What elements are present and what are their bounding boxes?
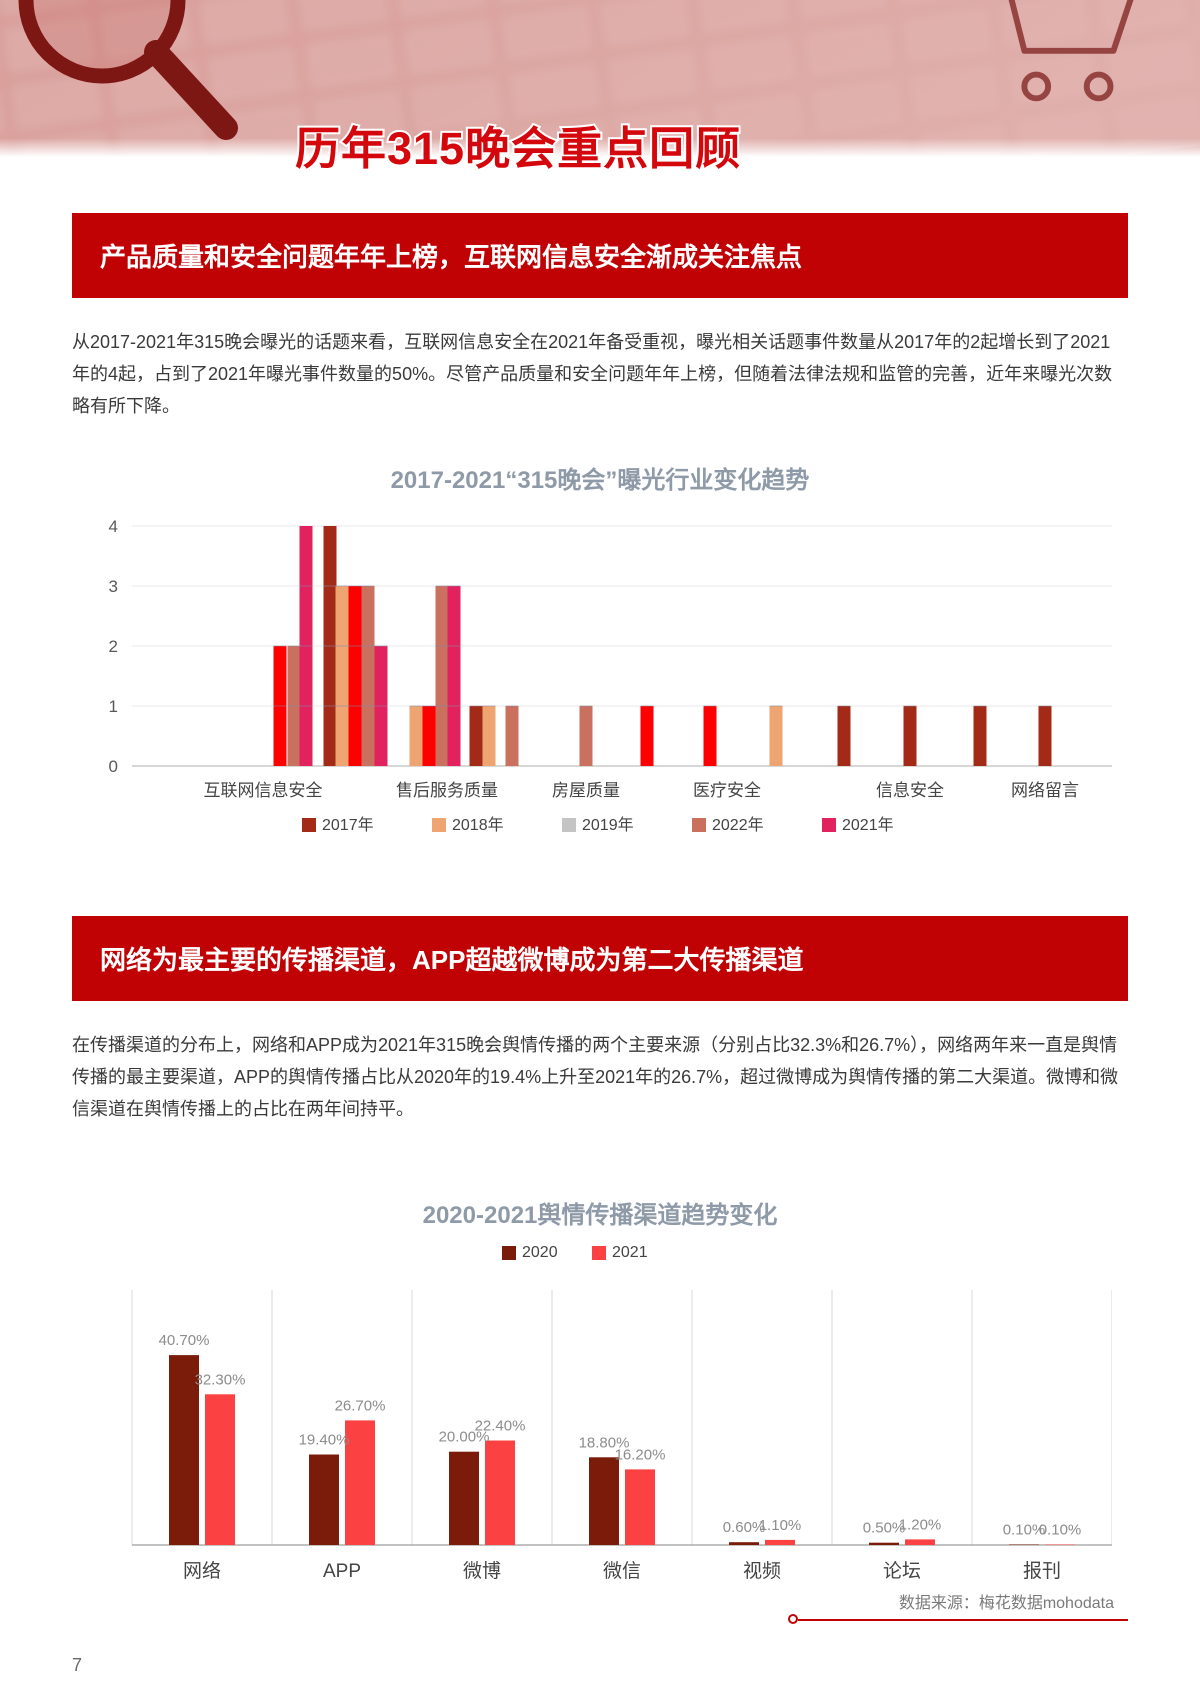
svg-text:报刊: 报刊 [1023,1560,1061,1581]
svg-text:3: 3 [109,577,118,596]
svg-text:视频: 视频 [743,1560,781,1581]
svg-text:22.40%: 22.40% [475,1418,526,1435]
svg-text:互联网信息安全: 互联网信息安全 [204,781,323,800]
svg-text:医疗安全: 医疗安全 [693,781,761,800]
svg-text:2021年: 2021年 [842,816,894,834]
svg-text:26.70%: 26.70% [335,1397,386,1414]
svg-text:1.20%: 1.20% [899,1516,942,1533]
svg-text:40.70%: 40.70% [159,1332,210,1349]
svg-text:2020: 2020 [522,1244,558,1261]
svg-text:房屋质量: 房屋质量 [552,781,620,800]
svg-text:0.10%: 0.10% [1039,1522,1082,1539]
svg-text:2019年: 2019年 [582,816,634,834]
svg-text:1.10%: 1.10% [759,1517,802,1534]
svg-text:19.40%: 19.40% [299,1432,350,1449]
svg-text:APP: APP [323,1561,361,1581]
svg-text:1: 1 [109,697,118,716]
svg-text:信息安全: 信息安全 [876,781,944,800]
svg-text:论坛: 论坛 [883,1560,921,1581]
svg-text:网络: 网络 [183,1560,221,1581]
svg-text:微信: 微信 [603,1560,641,1581]
svg-text:2: 2 [109,637,118,656]
svg-text:16.20%: 16.20% [615,1446,666,1463]
svg-text:微博: 微博 [463,1560,501,1581]
svg-text:2021: 2021 [612,1244,648,1261]
svg-text:2018年: 2018年 [452,816,504,834]
svg-text:2017年: 2017年 [322,816,374,834]
svg-text:2022年: 2022年 [712,816,764,834]
svg-text:网络留言: 网络留言 [1011,781,1079,800]
svg-text:售后服务质量: 售后服务质量 [396,781,498,800]
svg-text:4: 4 [109,517,118,536]
svg-text:32.30%: 32.30% [195,1371,246,1388]
svg-text:0: 0 [109,757,118,776]
